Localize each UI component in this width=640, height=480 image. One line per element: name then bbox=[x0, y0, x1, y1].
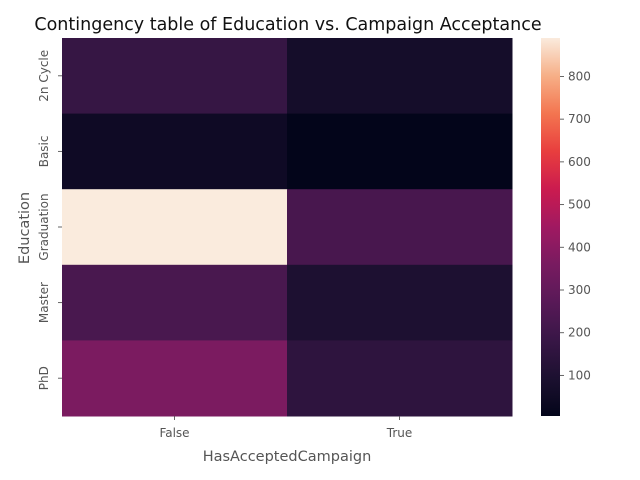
colorbar bbox=[541, 38, 560, 416]
colorbar-tick-label: 300 bbox=[568, 283, 591, 297]
y-axis-title: Education bbox=[17, 192, 33, 264]
y-tick-label: Graduation bbox=[37, 193, 51, 260]
colorbar-tick-label: 500 bbox=[568, 198, 591, 212]
y-tick-label: Master bbox=[37, 282, 51, 323]
heatmap-cell bbox=[287, 340, 513, 417]
heatmap-cell bbox=[62, 264, 288, 341]
x-tick-label: True bbox=[386, 426, 413, 440]
y-axis-ticks: 2n Cycle Basic Graduation Master PhD bbox=[37, 50, 62, 390]
heatmap-cell bbox=[287, 264, 513, 341]
chart-title: Contingency table of Education vs. Campa… bbox=[34, 15, 541, 35]
x-axis-ticks: False True bbox=[159, 416, 412, 440]
y-tick-label: PhD bbox=[37, 366, 51, 390]
colorbar-ticks: 100 200 300 400 500 600 700 800 bbox=[560, 69, 591, 382]
colorbar-tick-label: 600 bbox=[568, 155, 591, 169]
x-tick-label: False bbox=[159, 426, 189, 440]
heatmap-cell bbox=[62, 38, 288, 115]
heatmap-cell bbox=[62, 340, 288, 417]
heatmap-cell bbox=[287, 38, 513, 115]
y-tick-label: 2n Cycle bbox=[37, 50, 51, 102]
heatmap-cell bbox=[287, 189, 513, 266]
heatmap-cell bbox=[287, 113, 513, 190]
colorbar-tick-label: 400 bbox=[568, 240, 591, 254]
y-tick-label: Basic bbox=[37, 136, 51, 168]
colorbar-tick-label: 100 bbox=[568, 368, 591, 382]
colorbar-tick-label: 700 bbox=[568, 112, 591, 126]
colorbar-tick-label: 800 bbox=[568, 69, 591, 83]
heatmap-cell bbox=[62, 113, 288, 190]
heatmap-cells bbox=[62, 38, 513, 417]
colorbar-tick-label: 200 bbox=[568, 326, 591, 340]
heatmap-cell bbox=[62, 189, 288, 266]
x-axis-title: HasAcceptedCampaign bbox=[203, 449, 372, 465]
